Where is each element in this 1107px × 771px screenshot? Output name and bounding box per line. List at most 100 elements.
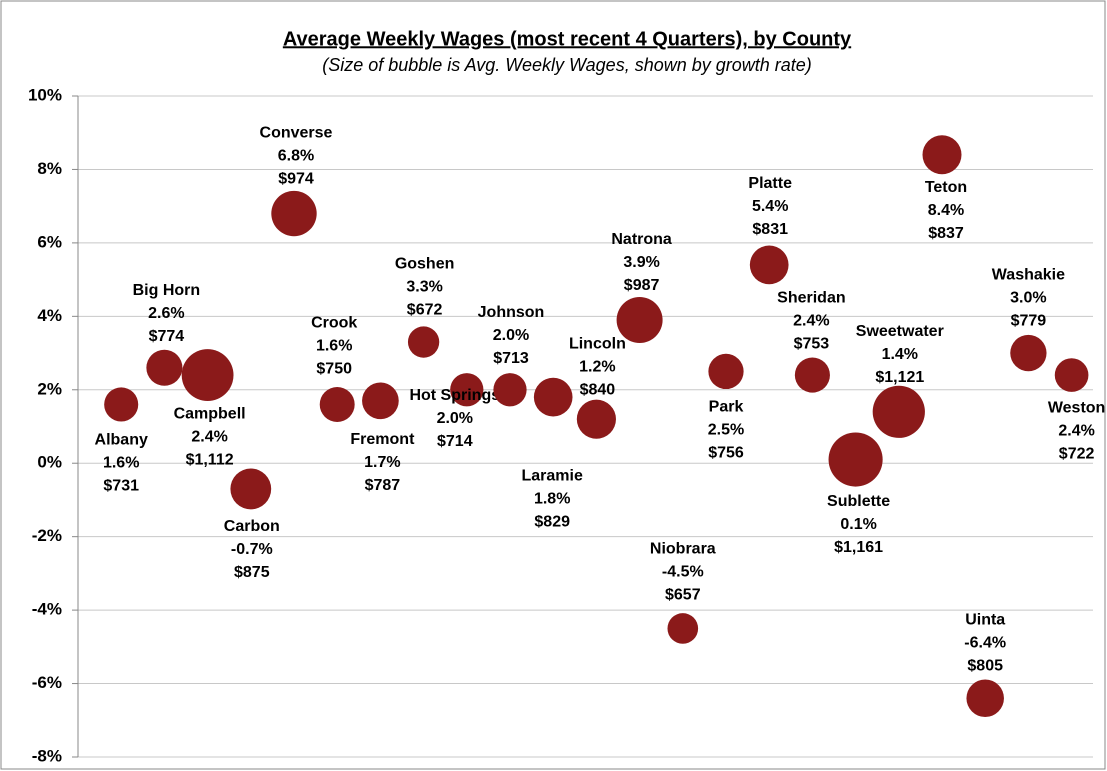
data-label: $805	[967, 657, 1003, 674]
y-tick-label: 10%	[28, 85, 62, 104]
bubble	[922, 135, 962, 175]
bubble-name: Washakie	[992, 266, 1065, 283]
bubble	[181, 349, 234, 401]
y-tick-label: -6%	[32, 673, 62, 692]
bubble	[362, 382, 399, 420]
data-label: $840	[580, 381, 616, 398]
data-label: 1.8%	[534, 490, 570, 507]
data-label: $774	[149, 328, 185, 345]
data-label: -4.5%	[662, 564, 704, 581]
data-label: $779	[1011, 312, 1047, 329]
bubble	[828, 432, 883, 487]
data-label: $714	[437, 433, 473, 450]
chart-title: Average Weekly Wages (most recent 4 Quar…	[283, 28, 852, 50]
data-label: 2.0%	[493, 327, 529, 344]
data-label: 1.6%	[103, 455, 139, 472]
bubble	[966, 679, 1004, 718]
data-label: 6.8%	[278, 148, 314, 165]
y-tick-label: -4%	[32, 600, 62, 619]
data-label: $1,121	[875, 369, 924, 386]
y-tick-label: -8%	[32, 746, 62, 765]
bubble-name: Sweetwater	[856, 323, 944, 340]
bubble-name: Teton	[925, 179, 967, 196]
data-label: 2.4%	[191, 428, 227, 445]
data-label: $756	[708, 445, 744, 462]
data-label: $987	[624, 277, 660, 294]
bubble	[616, 297, 663, 344]
bubble-name: Crook	[311, 315, 357, 332]
bubble-name: Converse	[260, 125, 333, 142]
data-label: 3.3%	[406, 278, 442, 295]
bubble	[450, 373, 484, 407]
data-label: 3.9%	[623, 254, 659, 271]
y-tick-label: 4%	[37, 306, 62, 325]
y-tick-label: -2%	[32, 526, 62, 545]
bubble-name: Johnson	[478, 304, 545, 321]
data-label: $750	[316, 361, 352, 378]
data-label: 3.0%	[1010, 289, 1046, 306]
data-label: 1.2%	[579, 358, 615, 375]
data-label: 5.4%	[752, 198, 788, 215]
bubble-name: Lincoln	[569, 335, 626, 352]
bubble	[407, 326, 440, 358]
bubble-name: Niobrara	[650, 541, 716, 558]
y-tick-label: 8%	[37, 159, 62, 178]
data-label: -0.7%	[231, 541, 273, 558]
y-tick-label: 2%	[37, 379, 62, 398]
data-label: $1,112	[186, 451, 234, 468]
data-label: 1.6%	[316, 338, 352, 355]
data-label: $831	[752, 221, 788, 238]
bubble-name: Sheridan	[777, 289, 845, 306]
chart-subtitle: (Size of bubble is Avg. Weekly Wages, sh…	[322, 55, 812, 75]
data-label: $713	[493, 350, 529, 367]
data-label: $1,161	[834, 539, 883, 556]
data-label: 2.0%	[437, 410, 473, 427]
bubble	[667, 613, 699, 644]
data-label: 2.5%	[708, 422, 744, 439]
bubble-name: Hot Springs	[409, 387, 500, 404]
bubble-name: Platte	[748, 175, 792, 192]
bubble-name: Albany	[95, 432, 148, 449]
bubble	[708, 353, 744, 390]
bubble	[1054, 358, 1089, 392]
bubble	[319, 386, 355, 422]
data-label: 2.4%	[1058, 422, 1094, 439]
bubble	[271, 190, 317, 237]
data-label: 8.4%	[928, 202, 964, 219]
data-label: 2.6%	[148, 305, 184, 322]
data-label: -6.4%	[964, 634, 1006, 651]
bubble-name: Big Horn	[133, 282, 201, 299]
data-label: $787	[365, 477, 401, 494]
bubble	[146, 349, 183, 386]
data-label: $875	[234, 564, 270, 581]
bubble-name: Weston	[1048, 399, 1105, 416]
bubble-name: Natrona	[611, 231, 672, 248]
y-tick-label: 6%	[37, 232, 62, 251]
bubble-name: Uinta	[965, 611, 1005, 628]
data-label: 0.1%	[840, 516, 876, 533]
data-label: 2.4%	[793, 312, 829, 329]
bubble	[1010, 334, 1047, 372]
bubble-name: Campbell	[174, 405, 246, 422]
data-label: $753	[794, 335, 830, 352]
data-label: $974	[278, 171, 314, 188]
bubble	[493, 373, 527, 407]
data-label: $731	[103, 478, 139, 495]
bubble-name: Carbon	[224, 518, 280, 535]
data-label: 1.4%	[882, 346, 918, 363]
data-label: $657	[665, 587, 701, 604]
data-label: $837	[928, 225, 964, 242]
bubble	[749, 245, 789, 285]
bubble-name: Fremont	[350, 431, 415, 448]
bubble	[230, 468, 272, 510]
bubble	[872, 385, 925, 438]
bubble-name: Goshen	[395, 255, 455, 272]
y-tick-label: 0%	[37, 453, 62, 472]
data-label: $722	[1059, 445, 1095, 462]
bubble-name: Sublette	[827, 493, 890, 510]
bubble-name: Laramie	[522, 467, 583, 484]
bubble	[104, 387, 139, 422]
data-label: $672	[407, 301, 443, 318]
data-label: $829	[534, 513, 570, 530]
